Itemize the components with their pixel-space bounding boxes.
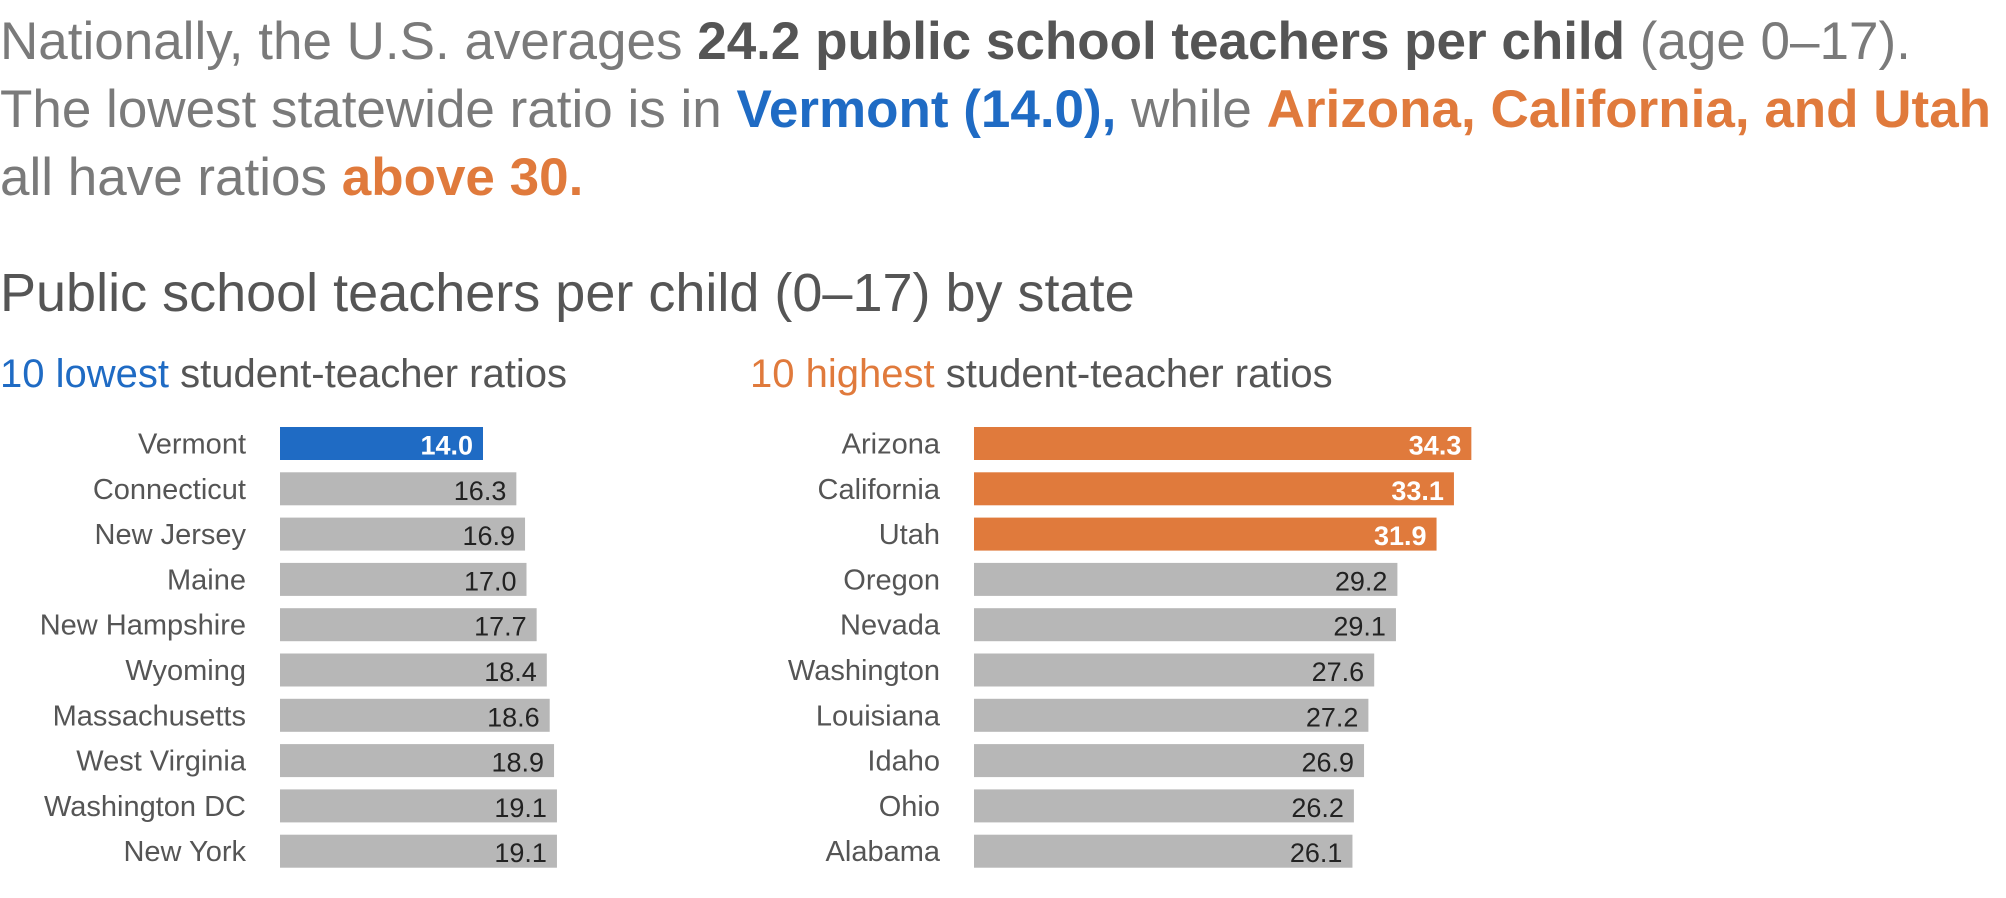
lowest-category-label: Connecticut <box>93 474 246 506</box>
highest-bar <box>974 789 1354 823</box>
lowest-bar <box>280 744 555 778</box>
highest-category-label: Ohio <box>879 791 940 823</box>
highest-category-label: Arizona <box>842 429 941 461</box>
lowest-bar <box>280 698 550 732</box>
headline: Nationally, the U.S. averages 24.2 publi… <box>0 8 2006 212</box>
right-subtitle: 10 highest student-teacher ratios <box>750 352 1333 397</box>
highest-value-label: 27.6 <box>1312 657 1365 687</box>
lowest-value-label: 17.0 <box>464 566 517 596</box>
highest-category-label: Utah <box>879 519 940 551</box>
lowest-category-label: Washington DC <box>44 791 246 823</box>
lowest-value-label: 17.7 <box>474 612 527 642</box>
right-subtitle-highlight: 10 highest <box>750 352 935 396</box>
headline-highest-states: Arizona, California, and Utah <box>1266 80 1992 139</box>
headline-text-2: (age 0–17). The lowest statewide ratio i… <box>0 12 1911 139</box>
lowest-value-label: 19.1 <box>494 793 547 823</box>
highest-value-label: 29.1 <box>1333 612 1386 642</box>
lowest-value-label: 18.6 <box>487 702 540 732</box>
headline-text-1: Nationally, the U.S. averages <box>0 12 698 71</box>
highest-bar <box>974 698 1369 732</box>
highest-category-label: Oregon <box>843 564 940 596</box>
highest-value-label: 26.9 <box>1301 748 1354 778</box>
highest-bar <box>974 562 1398 596</box>
highest-value-label: 26.2 <box>1291 793 1344 823</box>
lowest-category-label: Wyoming <box>125 655 246 687</box>
headline-national-average: 24.2 public school teachers per child <box>697 12 1626 71</box>
highest-value-label: 27.2 <box>1306 702 1359 732</box>
lowest-bar <box>280 517 526 551</box>
lowest-bar <box>280 427 483 460</box>
highest-bar <box>974 427 1472 460</box>
highest-bar <box>974 653 1375 687</box>
highest-bar <box>974 834 1353 868</box>
lowest-value-label: 19.1 <box>494 838 547 868</box>
highest-value-label: 29.2 <box>1335 566 1388 596</box>
headline-lowest-state: Vermont (14.0), <box>736 80 1117 139</box>
highest-category-label: Alabama <box>826 836 941 868</box>
headline-text-3: while <box>1116 80 1267 139</box>
headline-above-30: above 30. <box>341 148 584 207</box>
left-subtitle-rest: student-teacher ratios <box>168 352 567 396</box>
highest-category-label: Idaho <box>867 746 940 778</box>
lowest-category-label: Massachusetts <box>53 700 246 732</box>
lowest-bar <box>280 789 557 823</box>
lowest-category-label: Vermont <box>138 429 246 461</box>
lowest-value-label: 16.9 <box>462 521 515 551</box>
highest-bar <box>974 472 1454 506</box>
highest-category-label: Nevada <box>840 610 941 642</box>
lowest-bar <box>280 653 547 687</box>
lowest-value-label: 16.3 <box>454 476 507 506</box>
lowest-category-label: Maine <box>167 564 246 596</box>
highest-bar <box>974 744 1365 778</box>
highest-category-label: Louisiana <box>816 700 941 732</box>
lowest-value-label: 14.0 <box>420 431 473 461</box>
lowest-bar-chart: Vermont 14.0 Connecticut 16.3 New Jersey 16.9… <box>40 427 557 868</box>
highest-value-label: 31.9 <box>1374 521 1427 551</box>
highest-bar <box>974 517 1437 551</box>
lowest-value-label: 18.4 <box>484 657 537 687</box>
left-subtitle-highlight: 10 lowest <box>0 352 169 396</box>
highest-value-label: 34.3 <box>1409 431 1462 461</box>
lowest-bar <box>280 472 517 506</box>
lowest-category-label: New Jersey <box>95 519 247 551</box>
lowest-bar <box>280 562 527 596</box>
lowest-category-label: New York <box>123 836 246 868</box>
highest-value-label: 26.1 <box>1290 838 1343 868</box>
lowest-value-label: 18.9 <box>491 748 544 778</box>
lowest-bar <box>280 834 557 868</box>
highest-bar <box>974 608 1396 642</box>
left-subtitle: 10 lowest student-teacher ratios <box>0 352 567 397</box>
highest-category-label: California <box>818 474 941 506</box>
highest-value-label: 33.1 <box>1391 476 1444 506</box>
highest-bar-chart: Arizona 34.3 California 33.1 Utah 31.9 Oregon 2… <box>788 427 1472 868</box>
right-subtitle-rest: student-teacher ratios <box>934 352 1333 396</box>
lowest-category-label: New Hampshire <box>40 610 246 642</box>
headline-text-4: all have ratios <box>0 148 342 207</box>
lowest-bar <box>280 608 537 642</box>
lowest-category-label: West Virginia <box>76 746 247 778</box>
chart-title: Public school teachers per child (0–17) … <box>0 263 1135 323</box>
highest-category-label: Washington <box>788 655 940 687</box>
